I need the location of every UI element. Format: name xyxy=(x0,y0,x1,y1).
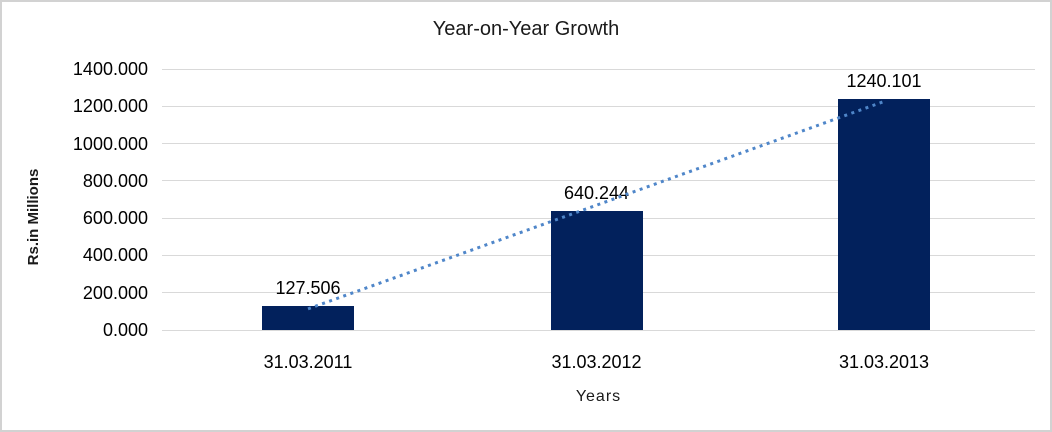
x-axis-title: Years xyxy=(575,388,622,405)
x-category-label: 31.03.2012 xyxy=(551,352,642,372)
gridline xyxy=(162,180,1035,182)
y-tick-label: 200.000 xyxy=(82,282,148,303)
gridline xyxy=(162,68,1035,70)
x-category-label: 31.03.2011 xyxy=(263,352,353,372)
bar-value-label: 127.506 xyxy=(275,278,341,299)
gridline xyxy=(162,143,1035,145)
y-axis-tick-labels: 1400.000 1200.000 1000.000 800.000 600.000 40… xyxy=(2,60,148,339)
y-tick-label: 1000.000 xyxy=(72,133,148,154)
x-axis-category-labels: 31.03.2011 31.03.2012 31.03.2013 xyxy=(162,353,1035,375)
gridline xyxy=(162,105,1035,107)
y-tick-label: 1200.000 xyxy=(72,96,148,117)
bar-value-label: 1240.101 xyxy=(846,70,922,91)
gridline xyxy=(162,329,1035,331)
y-tick-label: 1400.000 xyxy=(72,59,148,79)
bar xyxy=(838,98,930,330)
y-tick-label: 400.000 xyxy=(82,245,148,266)
bar-value-label: 640.244 xyxy=(563,182,630,203)
bar xyxy=(262,306,354,330)
chart-title: Year-on-Year Growth xyxy=(432,18,620,40)
y-tick-label: 800.000 xyxy=(82,170,148,191)
x-category-label: 31.03.2013 xyxy=(838,352,930,372)
y-tick-label: 0.000 xyxy=(102,320,148,340)
bar xyxy=(550,210,643,330)
y-tick-label: 600.000 xyxy=(82,208,148,229)
trendline xyxy=(307,100,885,311)
plot-area: 127.506 640.244 1240.101 xyxy=(162,68,1035,331)
